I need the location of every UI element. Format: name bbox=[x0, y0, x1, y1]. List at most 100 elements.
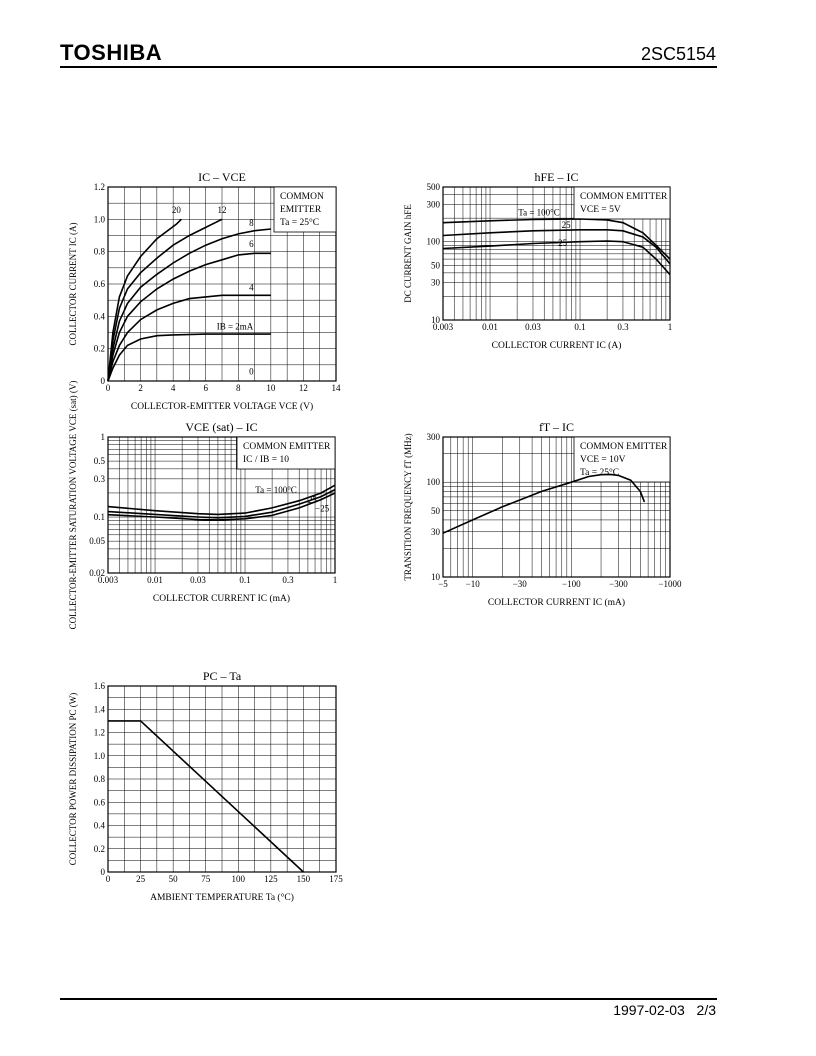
chart-title: VCE (sat) – IC bbox=[185, 420, 257, 434]
x-tick-label: 10 bbox=[266, 383, 276, 393]
curve-label: 4 bbox=[249, 282, 254, 292]
x-tick-label: 0.01 bbox=[482, 322, 498, 332]
x-tick-label: 14 bbox=[332, 383, 342, 393]
y-tick-label: 0.2 bbox=[94, 344, 105, 354]
x-tick-label: 0.03 bbox=[190, 575, 206, 585]
legend-text: EMITTER bbox=[280, 205, 322, 215]
plot-frame bbox=[107, 685, 337, 873]
x-tick-label: 175 bbox=[329, 874, 343, 884]
y-tick-label: 1.4 bbox=[94, 704, 106, 714]
chart-title: hFE – IC bbox=[534, 170, 578, 184]
y-tick-label: 1.2 bbox=[94, 182, 105, 192]
footer-rule bbox=[60, 998, 717, 1000]
y-tick-label: 30 bbox=[431, 527, 441, 537]
y-tick-label: 1.0 bbox=[94, 751, 106, 761]
y-tick-label: 100 bbox=[427, 477, 441, 487]
y-tick-label: 1.2 bbox=[94, 728, 105, 738]
y-tick-label: 300 bbox=[427, 199, 441, 209]
legend-text: COMMON EMITTER bbox=[580, 442, 668, 452]
y-tick-label: 1.0 bbox=[94, 214, 106, 224]
series-line bbox=[107, 218, 182, 382]
y-tick-label: 0.4 bbox=[94, 821, 106, 831]
x-tick-label: 1 bbox=[668, 322, 673, 332]
y-axis-label: COLLECTOR CURRENT IC (A) bbox=[68, 223, 78, 346]
x-tick-label: −300 bbox=[609, 579, 628, 589]
y-tick-label: 0.6 bbox=[94, 797, 106, 807]
y-tick-label: 0.4 bbox=[94, 311, 106, 321]
curve-label: IB = 2mA bbox=[217, 321, 254, 331]
series-line bbox=[107, 488, 336, 519]
chart-hfe-ic: COMMON EMITTER VCE = 5V Ta = 100°C25 −25 0.0… bbox=[403, 170, 672, 351]
x-tick-label: 1 bbox=[333, 575, 338, 585]
x-axis-label: COLLECTOR-EMITTER VOLTAGE VCE (V) bbox=[131, 401, 313, 412]
x-axis-label: COLLECTOR CURRENT IC (mA) bbox=[153, 593, 290, 604]
legend-box bbox=[236, 436, 336, 470]
y-axis-label: DC CURRENT GAIN hFE bbox=[403, 204, 413, 303]
y-tick-label: 100 bbox=[427, 237, 441, 247]
y-tick-label: 0.3 bbox=[94, 474, 106, 484]
plot-frame bbox=[107, 186, 337, 382]
x-tick-label: 0.3 bbox=[282, 575, 294, 585]
chart-vcesat-ic: COMMON EMITTER IC / IB = 10 Ta = 100°C 25−2… bbox=[68, 381, 337, 630]
series-line bbox=[107, 492, 336, 521]
x-tick-label: 25 bbox=[136, 874, 146, 884]
y-tick-label: 0.05 bbox=[89, 536, 105, 546]
series-line bbox=[107, 218, 223, 382]
plot-frame bbox=[442, 186, 671, 321]
x-tick-label: 0.003 bbox=[98, 575, 119, 585]
legend-text: COMMON bbox=[280, 192, 324, 202]
y-tick-label: 0 bbox=[101, 867, 106, 877]
x-tick-label: 0 bbox=[106, 874, 111, 884]
y-tick-label: 500 bbox=[427, 182, 441, 192]
x-tick-label: 50 bbox=[169, 874, 179, 884]
curve-label: 0 bbox=[249, 367, 254, 377]
chart-pc-ta: 0 25 50 75 100 125 150 175 0 0.2 0.4 0.6 0.8 1.0 1.2 1.… bbox=[68, 669, 343, 903]
y-tick-label: 0.6 bbox=[94, 279, 106, 289]
series-line bbox=[442, 218, 671, 260]
series-line bbox=[442, 229, 671, 265]
legend-text: IC / IB = 10 bbox=[243, 455, 289, 465]
plot-frame bbox=[442, 436, 671, 578]
y-tick-label: 50 bbox=[431, 260, 441, 270]
series-label: 25 bbox=[308, 495, 318, 505]
x-tick-label: 0.003 bbox=[433, 322, 454, 332]
series-label: −25 bbox=[315, 503, 330, 513]
series-label: −25 bbox=[553, 238, 568, 248]
y-tick-label: 10 bbox=[431, 315, 441, 325]
x-tick-label: 75 bbox=[201, 874, 211, 884]
series-label: 25 bbox=[562, 220, 572, 230]
y-tick-label: 10 bbox=[431, 572, 441, 582]
x-tick-label: 8 bbox=[236, 383, 241, 393]
curve-label: 12 bbox=[218, 205, 227, 215]
x-tick-label: 150 bbox=[297, 874, 311, 884]
legend-box bbox=[573, 436, 671, 483]
x-axis-label: COLLECTOR CURRENT IC (A) bbox=[492, 340, 622, 351]
footer-page: 2/3 bbox=[696, 1002, 716, 1018]
series-group bbox=[442, 473, 646, 534]
x-tick-label: 100 bbox=[232, 874, 246, 884]
chart-ft-ic: COMMON EMITTER VCE = 10V Ta = 25°C −5 −10 −30… bbox=[403, 420, 682, 608]
x-tick-label: 0.03 bbox=[525, 322, 541, 332]
x-tick-label: 4 bbox=[171, 383, 176, 393]
y-tick-label: 0.8 bbox=[94, 247, 106, 257]
series-group bbox=[107, 218, 271, 382]
x-tick-label: 0.01 bbox=[147, 575, 163, 585]
y-tick-label: 0.5 bbox=[94, 456, 106, 466]
x-tick-label: −1000 bbox=[658, 579, 682, 589]
series-line bbox=[107, 484, 336, 516]
series-label: Ta = 100°C bbox=[255, 485, 297, 495]
x-axis-label: AMBIENT TEMPERATURE Ta (°C) bbox=[150, 892, 294, 903]
x-tick-label: −5 bbox=[438, 579, 448, 589]
curve-label: 8 bbox=[249, 218, 254, 228]
legend-box bbox=[573, 186, 671, 220]
grid bbox=[107, 685, 337, 873]
legend-text: VCE = 10V bbox=[580, 455, 626, 465]
y-tick-label: 0.02 bbox=[89, 568, 105, 578]
y-axis-label: COLLECTOR POWER DISSIPATION PC (W) bbox=[68, 693, 78, 866]
part-number: 2SC5154 bbox=[640, 44, 716, 64]
legend-box bbox=[273, 186, 337, 233]
y-tick-label: 30 bbox=[431, 278, 441, 288]
x-tick-label: 0 bbox=[106, 383, 111, 393]
